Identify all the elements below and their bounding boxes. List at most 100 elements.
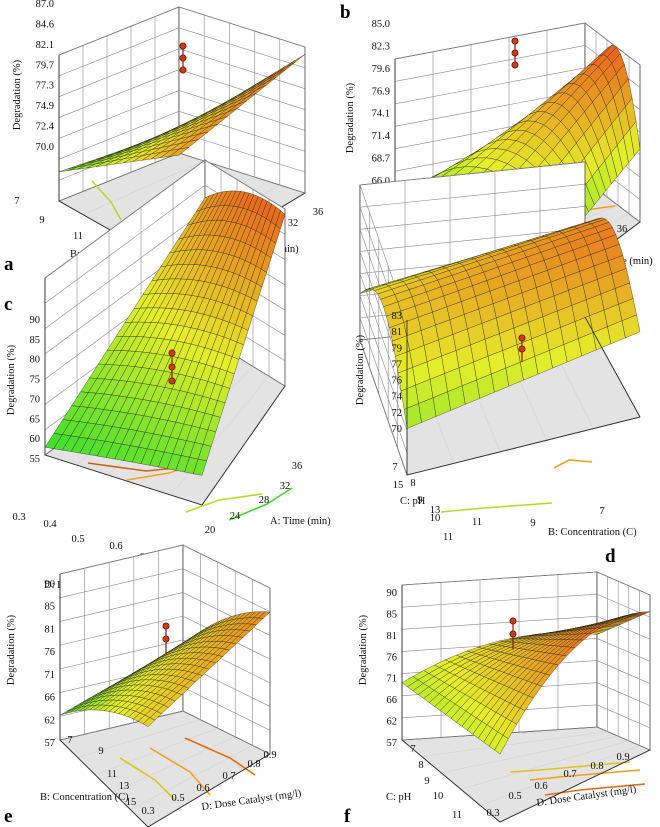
design-point-marker <box>509 617 517 625</box>
z-tick-label: 82.3 <box>372 41 390 52</box>
y-axis-line <box>59 739 149 827</box>
y-tick-label: 8 <box>418 760 423 771</box>
wall-gridline <box>59 615 271 660</box>
surface-cell <box>168 147 189 157</box>
y-tick-label: 10 <box>433 791 444 802</box>
wall-gridline <box>401 638 651 662</box>
design-point-marker <box>179 66 187 74</box>
z-tick-label: 65 <box>30 414 41 425</box>
surface-cell <box>494 734 509 755</box>
wall-gridline <box>59 639 271 684</box>
floor-contour-line <box>553 459 593 469</box>
x-tick-label: 0.8 <box>247 759 260 770</box>
z-tick-label: 74.1 <box>372 109 390 120</box>
x-tick-label: 32 <box>280 481 291 492</box>
y-axis-label: C: pH <box>400 496 426 507</box>
y-axis-label: B: Concentration (C) <box>40 792 129 803</box>
floor-gridline <box>460 740 629 790</box>
wall-gridline <box>44 159 286 279</box>
x-tick-label: 0.3 <box>141 806 154 817</box>
z-axis-label: Degradation (%) <box>12 59 23 130</box>
z-tick-label: 72.4 <box>36 122 55 133</box>
panel-letter: e <box>4 806 12 827</box>
x-tick-label: 9 <box>530 518 535 529</box>
z-tick-label: 85 <box>387 609 398 620</box>
wall-gridline <box>58 110 306 160</box>
y-tick-label: 9 <box>417 495 422 506</box>
z-tick-label: 74 <box>392 392 403 403</box>
y-tick-label: 0.3 <box>12 512 25 523</box>
surface-cell <box>193 458 207 476</box>
y-tick-label: 9 <box>39 215 44 226</box>
floor-contour-line <box>149 747 211 796</box>
floor-plane <box>400 726 651 823</box>
y-tick-label: 13 <box>119 781 130 792</box>
z-tick-label: 66.0 <box>372 176 390 187</box>
z-axis-label: Degradation (%) <box>355 334 366 405</box>
y-tick-label: 0.5 <box>71 534 84 545</box>
design-point-marker <box>179 42 187 50</box>
z-tick-label: 68.7 <box>372 154 390 165</box>
floor-contour-line <box>509 761 631 773</box>
z-tick-label: 85 <box>45 602 56 613</box>
response-surface <box>44 190 286 476</box>
wall-gridline <box>59 710 271 755</box>
wall-gridline <box>58 6 306 56</box>
design-point-marker <box>168 349 176 357</box>
response-surface <box>59 611 271 727</box>
x-tick-label: 0.3 <box>486 808 499 819</box>
design-point-marker <box>162 635 170 643</box>
response-surface <box>401 611 651 755</box>
y-tick-label: 8 <box>410 478 415 489</box>
z-tick-label: 77 <box>392 359 403 370</box>
x-tick-label: 36 <box>617 224 628 235</box>
surface-cell <box>621 314 641 339</box>
x-tick-label: 20 <box>205 525 216 536</box>
y-axis-label: C: pH <box>386 792 412 803</box>
y-tick-label: 9 <box>424 776 429 787</box>
z-tick-label: 57 <box>45 738 56 749</box>
z-tick-label: 76 <box>392 376 403 387</box>
y-tick-label: 10 <box>430 513 441 524</box>
z-tick-label: 76.9 <box>372 86 390 97</box>
y-tick-label: 9 <box>98 746 103 757</box>
panel-c: 908580757065605520242832360.30.40.50.60.… <box>4 159 331 591</box>
z-tick-label: 75 <box>30 375 41 386</box>
floor-gridline <box>170 376 270 496</box>
y-tick-label: 7 <box>410 744 415 755</box>
wall-gridline <box>394 22 641 66</box>
z-tick-label: 57 <box>387 738 398 749</box>
wall-gridline <box>401 726 651 751</box>
response-surface <box>359 217 641 429</box>
z-axis-label: Degradation (%) <box>345 82 356 153</box>
floor-contour-line <box>529 769 641 781</box>
floor-contour-line <box>184 737 256 776</box>
y-tick-label: 7 <box>67 735 72 746</box>
z-tick-label: 66 <box>387 695 398 706</box>
y-tick-label: 0.4 <box>43 519 57 530</box>
x-tick-label: 36 <box>292 461 303 472</box>
z-tick-label: 60 <box>30 434 41 445</box>
y-tick-label: 7 <box>392 462 397 473</box>
z-tick-label: 74.9 <box>36 101 54 112</box>
design-point-marker <box>168 377 176 385</box>
x-tick-label: 0.7 <box>563 769 576 780</box>
design-point-marker <box>168 363 176 371</box>
design-point-marker <box>511 49 519 57</box>
floor-gridline <box>77 719 201 758</box>
z-tick-label: 84.6 <box>36 19 54 30</box>
panel-letter: d <box>605 546 616 567</box>
wall-gridline <box>359 161 586 321</box>
y-tick-label: 11 <box>73 231 83 242</box>
floor-gridline <box>421 731 608 757</box>
wall-gridline <box>59 544 271 589</box>
z-tick-label: 82.1 <box>36 40 54 51</box>
floor-contour-line <box>228 487 293 521</box>
wall-gridline <box>58 90 306 139</box>
y-axis-line <box>401 739 501 823</box>
z-tick-label: 71 <box>45 670 56 681</box>
wall-gridline <box>58 27 306 77</box>
z-tick-label: 87.0 <box>36 0 54 10</box>
